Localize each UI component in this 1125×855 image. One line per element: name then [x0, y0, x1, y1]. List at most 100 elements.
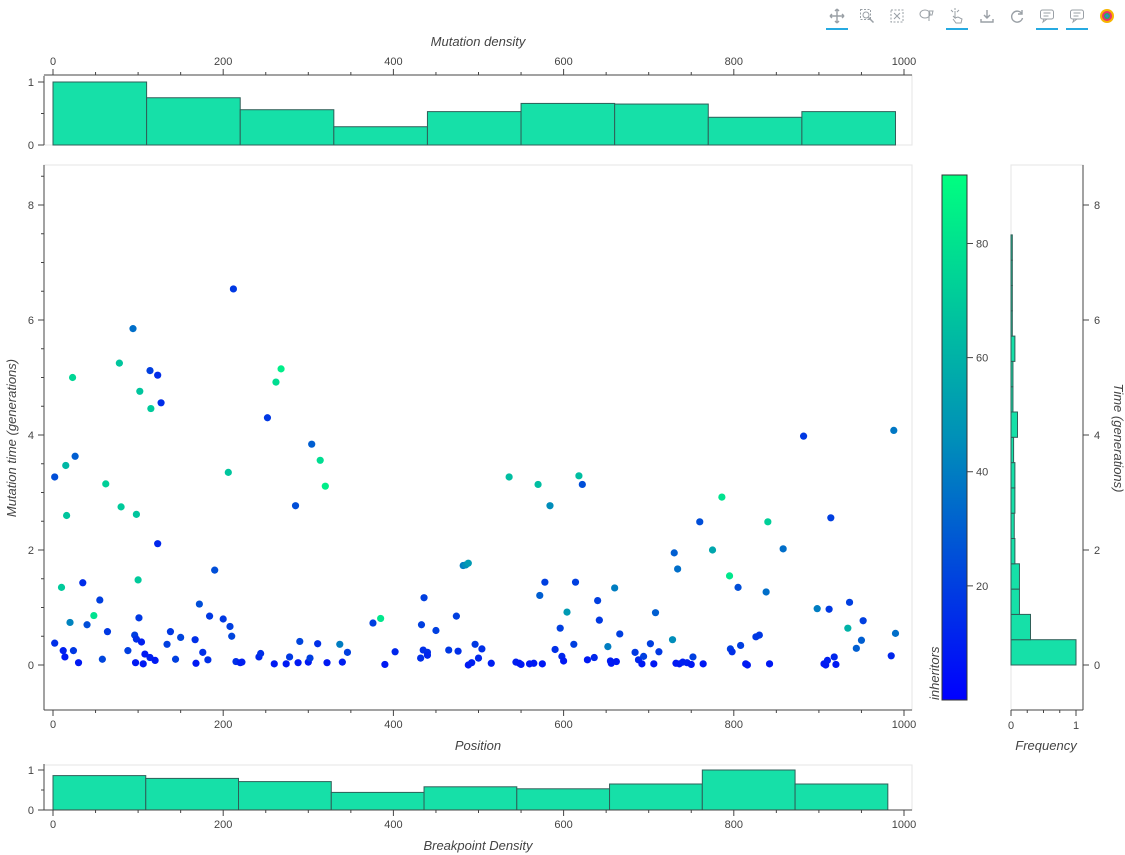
scatter-point: [468, 659, 476, 667]
scatter-point: [151, 656, 159, 665]
x-tick-label: 800: [725, 719, 743, 731]
scatter-point: [238, 658, 246, 666]
histogram-bar: [423, 786, 518, 811]
x-tick-label: 0: [1008, 720, 1014, 732]
scatter-point: [474, 654, 483, 662]
scatter-point: [639, 652, 648, 660]
scatter-point: [263, 414, 272, 422]
scatter-point: [651, 609, 660, 617]
scatter-point: [154, 371, 162, 379]
scatter-point: [166, 628, 175, 636]
scatter-point: [306, 654, 314, 662]
scatter-point: [103, 628, 112, 636]
scatter-x-label: Position: [455, 738, 501, 753]
y-tick-label: 2: [28, 545, 34, 557]
y-tick-label: 0: [28, 805, 34, 817]
scatter-point: [799, 432, 808, 440]
scatter-point: [464, 559, 472, 567]
lasso-icon: [919, 9, 934, 21]
x-tick-label: 200: [214, 819, 232, 831]
box-zoom-tool-button[interactable]: [852, 2, 882, 30]
scatter-point: [832, 660, 840, 669]
y-tick-label: 1: [28, 765, 34, 777]
scatter-point: [323, 659, 331, 667]
mutation-density-title: Mutation density: [431, 34, 527, 49]
box-zoom-icon: [860, 9, 875, 24]
scatter-point: [336, 640, 344, 648]
scatter-point: [538, 660, 546, 668]
reset-tool-button[interactable]: [1002, 2, 1032, 30]
scatter-point: [891, 629, 900, 637]
scatter-point: [638, 660, 646, 668]
scatter-point: [228, 632, 236, 640]
histogram-bar: [1010, 512, 1015, 540]
x-tick-label: 600: [554, 819, 572, 831]
toolbar: [822, 2, 1122, 30]
scatter-point: [71, 452, 79, 460]
scatter-point: [718, 493, 726, 501]
colorbar-tick-label: 80: [976, 238, 988, 250]
x-tick-label: 800: [725, 56, 743, 68]
bokeh-logo[interactable]: [1092, 2, 1122, 30]
histogram-bar: [1010, 360, 1014, 388]
scatter-point: [546, 502, 554, 510]
box-select-tool-button[interactable]: [882, 2, 912, 30]
histogram-bar: [707, 116, 803, 146]
scatter-point: [199, 648, 207, 656]
tap-tool-button[interactable]: [942, 2, 972, 30]
box-select-icon: [890, 9, 904, 23]
scatter-point: [452, 612, 460, 620]
scatter-point: [827, 514, 835, 522]
histogram-bar: [1010, 259, 1013, 287]
scatter-point: [66, 618, 74, 627]
scatter-point: [478, 645, 486, 653]
scatter-point: [229, 285, 238, 293]
scatter-point: [646, 640, 655, 648]
x-tick-label: 600: [554, 56, 572, 68]
scatter-point: [277, 365, 285, 373]
scatter-point: [737, 641, 745, 650]
scatter-point: [147, 404, 155, 413]
scatter-point: [157, 399, 165, 407]
lasso-select-tool-button[interactable]: [912, 2, 942, 30]
reset-icon: [1011, 10, 1024, 23]
scatter-point: [69, 647, 78, 655]
scatter-point: [764, 518, 772, 526]
scatter-point: [51, 639, 59, 647]
scatter-point: [115, 359, 123, 367]
scatter-point: [338, 658, 346, 666]
x-tick-label: 0: [50, 819, 56, 831]
x-tick-label: 0: [50, 56, 56, 68]
scatter-point: [204, 656, 212, 664]
scatter-point: [83, 621, 91, 629]
scatter-point: [650, 660, 658, 668]
scatter-point: [708, 546, 717, 554]
scatter-point: [154, 540, 162, 548]
scatter-point: [857, 636, 866, 644]
y-tick-label: 8: [1094, 200, 1100, 212]
histogram-bar: [1010, 487, 1016, 514]
histogram-bar: [1010, 234, 1013, 261]
scatter-point: [98, 655, 106, 663]
x-tick-label: 400: [384, 719, 402, 731]
scatter-point: [734, 583, 742, 591]
scatter-point: [257, 649, 265, 658]
scatter-point: [670, 549, 678, 557]
hover-tool-button-2[interactable]: [1062, 2, 1092, 30]
scatter-point: [556, 624, 564, 632]
scatter-point: [51, 473, 59, 481]
save-tool-button[interactable]: [972, 2, 1002, 30]
scatter-point: [59, 647, 67, 655]
scatter-point: [604, 643, 612, 651]
scatter-point: [417, 621, 426, 629]
scatter-point: [655, 648, 663, 656]
scatter-point: [321, 482, 329, 490]
hover-tool-button[interactable]: [1032, 2, 1062, 30]
scatter-point: [316, 456, 324, 464]
scatter-point: [534, 480, 542, 489]
scatter-point: [845, 598, 854, 606]
scatter-point: [423, 651, 432, 659]
x-tick-label: 200: [214, 719, 232, 731]
y-tick-label: 8: [28, 200, 34, 212]
pan-tool-button[interactable]: [822, 2, 852, 30]
